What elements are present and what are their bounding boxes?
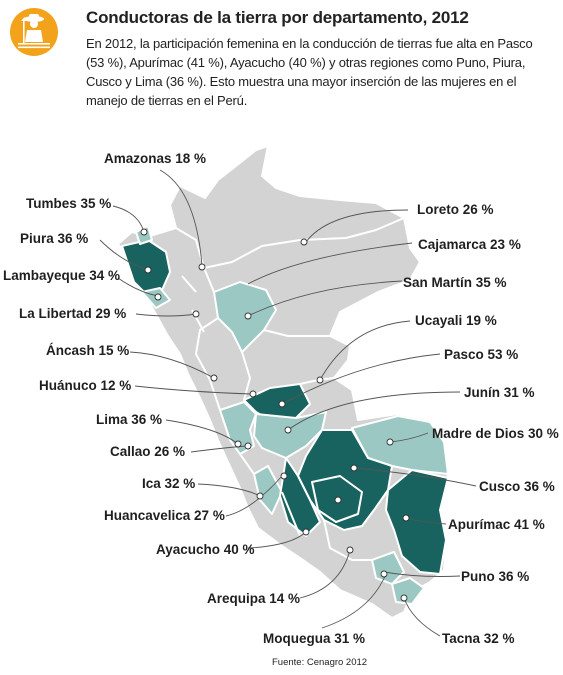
marker-dot [192,310,200,318]
label-san-martin: San Martín 35 % [403,275,507,290]
leader-line [305,209,409,243]
label-la-libertad: La Libertad 29 % [19,306,126,321]
label-lima: Lima 36 % [96,412,162,427]
label-huanuco: Huánuco 12 % [39,378,131,393]
leader-line [117,277,159,297]
marker-dot [244,312,252,320]
region-borders [175,217,405,561]
label-junin: Junín 31 % [464,385,535,400]
label-amazonas: Amazonas 18 % [104,151,206,166]
leader-line [129,351,215,379]
leader-line [281,353,441,405]
marker-dot [198,263,206,271]
region-junin [253,411,327,459]
marker-dot [144,266,152,274]
label-moquegua: Moquegua 31 % [263,631,365,646]
leader-line [197,483,261,497]
leader-line [403,597,441,637]
marker-dot [210,374,218,382]
label-tacna: Tacna 32 % [442,631,515,646]
label-cusco: Cusco 36 % [479,479,555,494]
marker-dot [249,390,257,398]
marker-dot [154,293,162,301]
marker-dot [334,496,342,504]
leader-line [99,239,149,271]
region-labels: Amazonas 18 % Tumbes 35 % Piura 36 % Lam… [3,151,559,646]
label-loreto: Loreto 26 % [417,202,494,217]
marker-dot [386,438,394,446]
description: En 2012, la participación femenina en la… [86,36,533,108]
label-lambayeque: Lambayeque 34 % [3,268,120,283]
page-title: Conductoras de la tierra por departament… [86,8,469,27]
marker-dot [140,228,148,236]
leader-line [247,242,413,285]
label-ayacucho: Ayacucho 40 % [156,542,255,557]
label-puno: Puno 36 % [461,569,529,584]
label-apurimac: Apurímac 41 % [448,517,545,532]
leader-line [134,385,253,395]
leader-line [135,313,197,317]
marker-dot [302,528,310,536]
label-ucayali: Ucayali 19 % [415,313,497,328]
region-ayacucho [279,457,321,537]
leader-line [159,169,203,267]
leader-line [299,549,351,599]
marker-dot [346,546,354,554]
label-cajamarca: Cajamarca 23 % [418,237,521,252]
label-madre-de-dios: Madre de Dios 30 % [432,426,559,441]
label-tumbes: Tumbes 35 % [26,196,111,211]
marker-dot [256,492,264,500]
leader-line [287,391,461,431]
marker-dot [244,442,252,450]
marker-dot [400,594,408,602]
leader-line [383,571,461,577]
leader-line [247,531,307,549]
region-lima [219,401,257,455]
marker-dot [280,472,288,480]
marker-dot [284,426,292,434]
leader-line [353,467,477,487]
label-callao: Callao 26 % [110,444,185,459]
region-markers [140,228,410,602]
label-ica: Ica 32 % [142,476,195,491]
leader-line [321,573,387,629]
marker-dot [402,514,410,522]
leader-line [319,320,411,381]
label-piura: Piura 36 % [20,231,88,246]
leader-line [190,445,247,453]
source-note: Fuente: Cenagro 2012 [272,657,368,668]
leader-line [165,419,239,445]
leader-line [225,475,283,517]
marker-dot [278,400,286,408]
farmer-woman-icon [10,8,58,56]
region-moquegua [371,551,405,585]
label-huancavelica: Huancavelica 27 % [104,508,225,523]
region-puno [385,469,449,575]
marker-dot [234,440,242,448]
leader-line [247,280,403,317]
region-tacna [391,577,425,605]
marker-dot [300,238,308,246]
leader-line [112,205,145,233]
label-arequipa: Arequipa 14 % [207,591,300,606]
marker-dot [350,464,358,472]
leader-lines [99,169,477,637]
marker-dot [316,376,324,384]
label-ancash: Áncash 15 % [46,343,129,358]
marker-dot [380,570,388,578]
label-pasco: Pasco 53 % [444,347,518,362]
region-piura [121,239,171,293]
